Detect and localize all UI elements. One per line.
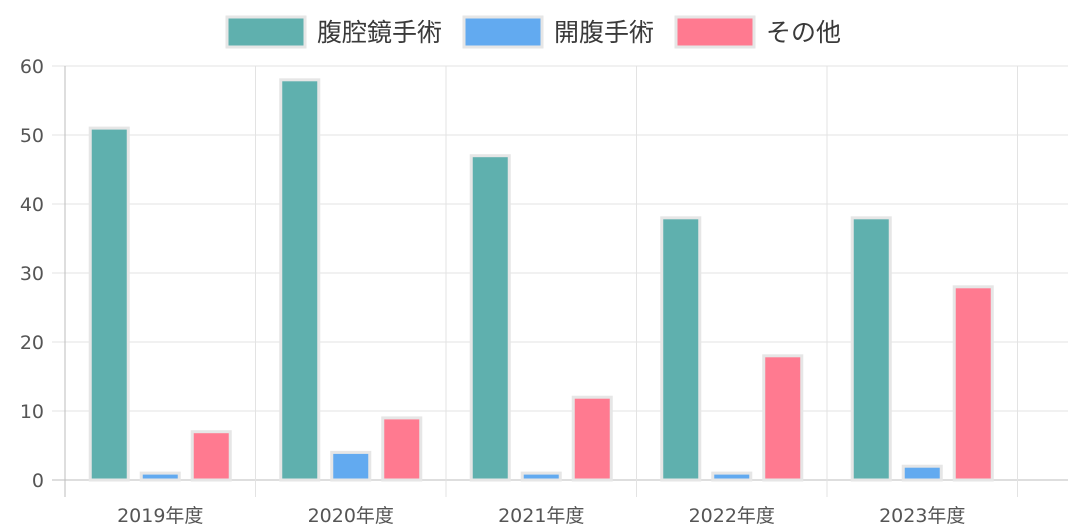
y-tick-label: 0 (32, 470, 44, 492)
y-tick-label: 60 (20, 56, 44, 78)
legend-item[interactable]: 腹腔鏡手術 (225, 15, 442, 49)
bar[interactable] (330, 450, 372, 482)
legend-label: 開腹手術 (554, 18, 654, 47)
x-tick-label: 2023年度 (879, 505, 965, 527)
y-tick-label: 40 (20, 194, 44, 216)
bar[interactable] (762, 354, 804, 482)
x-tick-label: 2019年度 (117, 505, 203, 527)
bar[interactable] (711, 471, 753, 482)
x-tick-label: 2020年度 (308, 505, 394, 527)
legend-item[interactable]: 開腹手術 (462, 15, 654, 49)
legend-swatch (674, 15, 756, 49)
x-tick-label: 2022年度 (689, 505, 775, 527)
bar[interactable] (660, 216, 702, 482)
bar[interactable] (190, 430, 232, 482)
grid (52, 65, 1068, 497)
y-tick-label: 50 (20, 125, 44, 147)
y-tick-label: 30 (20, 263, 44, 285)
x-tick-label: 2021年度 (498, 505, 584, 527)
bar[interactable] (279, 78, 321, 482)
legend-label: その他 (766, 18, 841, 47)
legend-swatch (462, 15, 544, 49)
bar[interactable] (520, 471, 562, 482)
legend-item[interactable]: その他 (674, 15, 841, 49)
bar[interactable] (139, 471, 181, 482)
y-tick-label: 20 (20, 332, 44, 354)
axes: 0 10 20 30 40 50 60 2019年度 2020年度 2021年度 2022年度 202… (20, 56, 966, 527)
bars (88, 78, 994, 482)
bar[interactable] (381, 416, 423, 482)
legend-swatch (225, 15, 307, 49)
bar[interactable] (571, 395, 613, 482)
bar[interactable] (901, 464, 943, 482)
legend-label: 腹腔鏡手術 (317, 18, 442, 47)
bar[interactable] (952, 285, 994, 482)
bar[interactable] (850, 216, 892, 482)
bar[interactable] (469, 154, 511, 482)
y-tick-label: 10 (20, 401, 44, 423)
legend: 腹腔鏡手術 開腹手術 その他 (225, 15, 841, 49)
bar[interactable] (88, 126, 130, 482)
